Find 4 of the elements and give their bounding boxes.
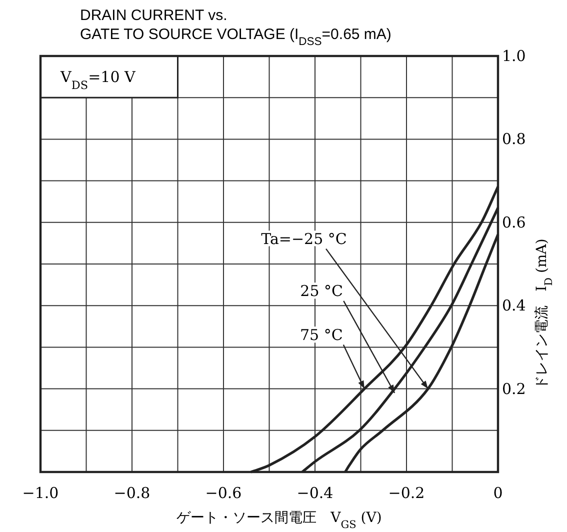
subtitle: GATE TO SOURCE VOLTAGE (I$_{DSS}$=0.65 mA) [80,26,392,48]
annotation: V$_{DS}$=10 V [60,68,136,92]
title: DRAIN CURRENT vs. [80,7,228,24]
xlabel: ゲート・ソース間電圧 V$_{GS}$ (V) [176,510,382,531]
